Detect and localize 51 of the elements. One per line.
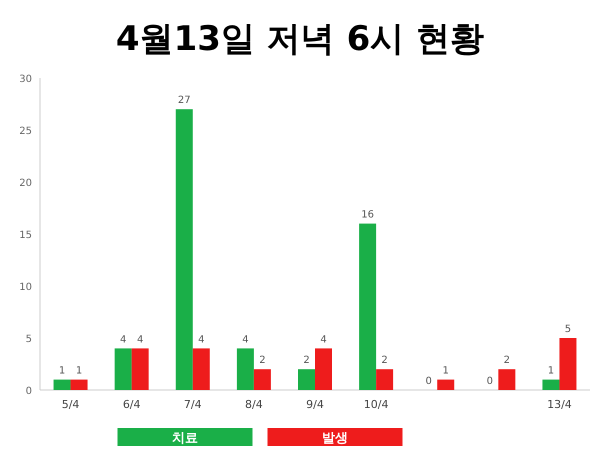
y-tick-label: 0 (26, 386, 32, 397)
y-tick-label: 30 (19, 74, 32, 85)
data-label: 2 (381, 355, 388, 366)
x-tick-label: 6/4 (122, 398, 141, 411)
y-tick-label: 10 (19, 282, 32, 293)
bar (192, 348, 210, 390)
data-label: 1 (442, 366, 449, 377)
bar (559, 338, 576, 390)
x-tick-label: 9/4 (306, 398, 324, 411)
bar (315, 348, 332, 390)
data-label: 4 (320, 334, 327, 346)
x-tick-label: 7/4 (184, 398, 202, 411)
y-tick-label: 20 (19, 178, 32, 189)
data-label: 4 (120, 334, 126, 346)
y-tick-label: 25 (19, 126, 32, 137)
bar (359, 224, 376, 390)
x-tick-label: 10/4 (364, 398, 388, 411)
data-label: 2 (504, 355, 510, 366)
data-label: 1 (548, 366, 554, 377)
data-label: 0 (426, 376, 432, 387)
data-label: 0 (486, 376, 494, 387)
x-tick-label: 8/4 (245, 398, 263, 411)
bar (176, 109, 193, 390)
data-label: 2 (259, 355, 266, 366)
data-label: 16 (361, 210, 374, 221)
bar (254, 369, 271, 390)
bar (542, 380, 560, 390)
y-tick-label: 5 (26, 334, 32, 345)
data-label: 2 (303, 355, 310, 366)
data-label: 5 (564, 324, 572, 335)
bar (437, 380, 454, 390)
data-label: 1 (58, 366, 66, 377)
text: 발생 (322, 431, 348, 446)
chart-title: 4월13일 저녁 6시 현황 (116, 19, 484, 59)
bar (498, 369, 516, 390)
bar (236, 348, 254, 390)
bar (70, 380, 88, 390)
data-label: 4 (242, 334, 249, 346)
x-tick-label: 5/4 (62, 398, 80, 411)
bar (114, 348, 132, 390)
bar (376, 369, 394, 390)
data-label: 4 (198, 334, 204, 346)
y-tick-label: 15 (19, 230, 32, 241)
x-tick-label: 13/4 (547, 398, 572, 411)
data-label: 4 (136, 334, 144, 346)
data-label: 27 (178, 95, 191, 106)
bar (132, 348, 149, 390)
bar (298, 369, 315, 390)
data-label: 1 (76, 366, 82, 377)
bar (54, 380, 71, 390)
text: 치료 (172, 431, 198, 446)
